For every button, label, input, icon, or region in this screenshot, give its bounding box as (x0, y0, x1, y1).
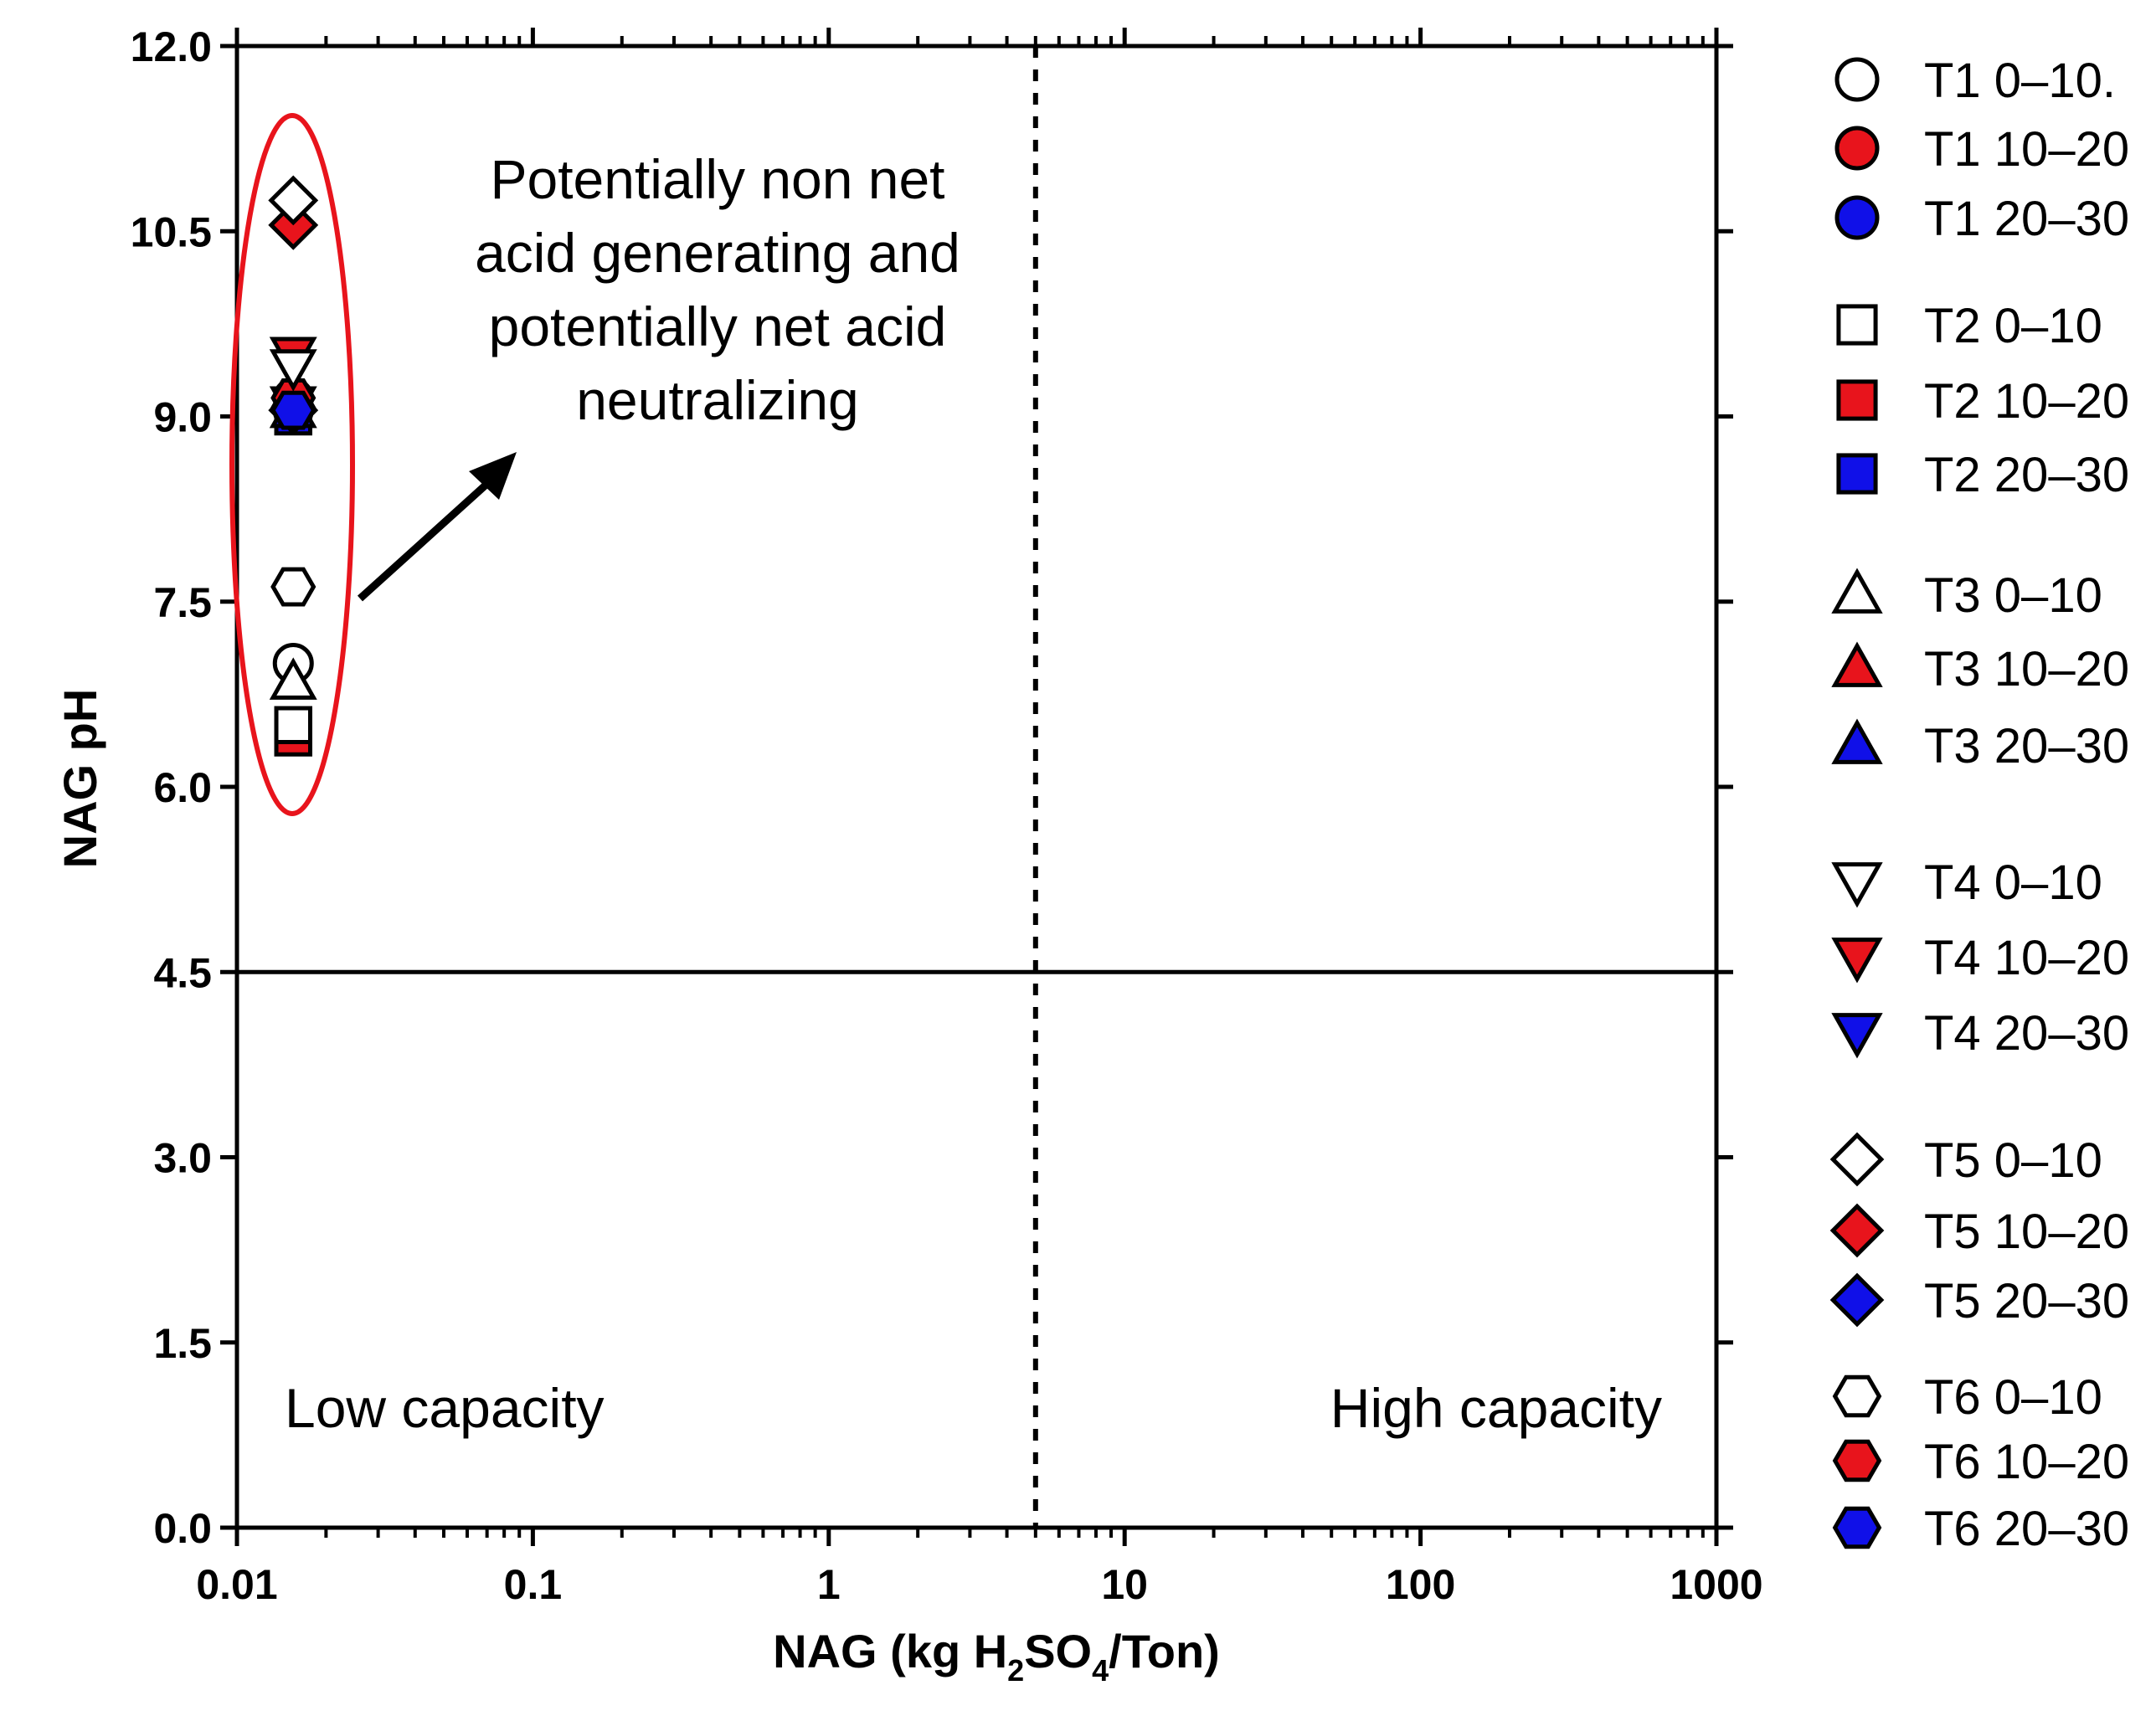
legend-label: T3 20–30 (1924, 719, 2129, 773)
legend-marker (1834, 57, 1880, 102)
legend-marker (1831, 568, 1883, 614)
annotation-line-3: potentially net acid (489, 295, 947, 357)
legend-label: T1 10–20 (1924, 122, 2129, 177)
x-tick-labels: 0.01 0.1 1 10 100 1000 (196, 1561, 1762, 1608)
arrow-shaft (357, 478, 493, 602)
legend-marker (1832, 1374, 1882, 1418)
legend-label: T2 10–20 (1924, 374, 2129, 429)
y-tick-label: 0.0 (153, 1505, 212, 1552)
legend-label: T5 10–20 (1924, 1205, 2129, 1259)
legend-marker (1834, 195, 1880, 240)
x-tick-label: 100 (1386, 1561, 1455, 1608)
x-axis-title-sub1: 2 (1007, 1653, 1024, 1688)
legend-label: T6 20–30 (1924, 1502, 2129, 1556)
legend-marker (1831, 718, 1883, 764)
x-tick-label: 1000 (1670, 1561, 1762, 1608)
legend-label: T3 0–10 (1924, 568, 2102, 623)
x-axis-title-mid: SO (1024, 1625, 1092, 1677)
legend-label: T1 0–10. (1924, 54, 2116, 108)
legend-marker (1831, 1013, 1883, 1059)
y-axis-title: NAG pH (54, 689, 106, 869)
x-axis-title: NAG (kg H2SO4/Ton) (773, 1625, 1220, 1688)
y-tick-label: 7.5 (153, 579, 212, 626)
annotation-line-4: neutralizing (576, 369, 859, 431)
x-axis-title-suffix: /Ton) (1109, 1625, 1220, 1677)
y-tick-label: 1.5 (153, 1320, 212, 1367)
x-tick-label: 0.01 (196, 1561, 277, 1608)
legend-label: T5 0–10 (1924, 1133, 2102, 1188)
highlight-ellipse (229, 113, 355, 816)
legend-marker (1831, 862, 1883, 908)
legend-marker (1831, 641, 1883, 687)
arrow (357, 452, 517, 602)
legend-label: T2 20–30 (1924, 448, 2129, 502)
legend-label: T5 20–30 (1924, 1274, 2129, 1328)
x-axis-title-prefix: NAG (kg H (773, 1625, 1007, 1677)
data-point (274, 706, 313, 744)
legend-marker (1836, 453, 1878, 495)
legend-label: T2 0–10 (1924, 299, 2102, 353)
plot-frame (234, 44, 1719, 1530)
reference-lines (237, 46, 1716, 1528)
y-tick-label: 12.0 (131, 23, 212, 70)
legend-label: T6 10–20 (1924, 1435, 2129, 1489)
x-tick-label: 1 (817, 1561, 841, 1608)
x-tick-label: 10 (1101, 1561, 1148, 1608)
legend-marker (1836, 379, 1878, 421)
y-tick-label: 10.5 (131, 208, 212, 255)
y-tick-label: 9.0 (153, 394, 212, 441)
x-axis-title-sub2: 4 (1092, 1653, 1109, 1688)
legend-marker (1831, 938, 1883, 984)
arrow-head (469, 452, 517, 500)
annotation-high-capacity: High capacity (1330, 1377, 1662, 1439)
legend-label: T3 10–20 (1924, 642, 2129, 696)
legend-marker (1836, 304, 1878, 346)
annotation-low-capacity: Low capacity (285, 1377, 605, 1439)
legend-marker (1832, 1506, 1882, 1549)
legend-marker (1832, 1439, 1882, 1482)
data-markers (268, 175, 319, 757)
legend-label: T6 0–10 (1924, 1370, 2102, 1425)
legend-marker (1834, 126, 1880, 171)
x-tick-label: 0.1 (504, 1561, 563, 1608)
data-point (268, 175, 319, 226)
annotation-line-2: acid generating and (475, 222, 960, 284)
annotation-line-1: Potentially non net (490, 148, 944, 210)
y-tick-label: 6.0 (153, 764, 212, 811)
y-tick-label: 3.0 (153, 1135, 212, 1182)
legend: T1 0–10. T1 10–20 T1 20–30 T2 0–10 T2 10–20 T… (1829, 54, 2129, 1556)
y-tick-label: 4.5 (153, 949, 212, 996)
data-point (270, 390, 316, 430)
legend-marker (1829, 1132, 1885, 1187)
annotation-upper-left: Potentially non net acid generating and … (475, 148, 960, 431)
legend-label: T4 0–10 (1924, 855, 2102, 910)
legend-label: T1 20–30 (1924, 192, 2129, 246)
data-point (269, 349, 317, 392)
y-tick-labels: 0.0 1.5 3.0 4.5 6.0 7.5 9.0 10.5 12.0 (131, 23, 212, 1552)
legend-label: T4 10–20 (1924, 931, 2129, 985)
legend-label: T4 20–30 (1924, 1006, 2129, 1061)
legend-marker (1829, 1203, 1885, 1258)
data-point (269, 657, 317, 700)
axis-ticks (220, 28, 1733, 1546)
data-point (270, 567, 316, 607)
legend-marker (1829, 1272, 1885, 1328)
